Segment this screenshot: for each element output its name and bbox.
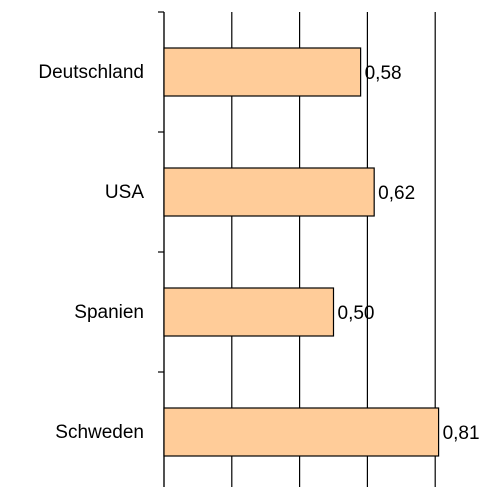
y-tick-label: USA xyxy=(105,182,144,203)
data-label: 0,62 xyxy=(378,183,415,204)
data-label: 0,81 xyxy=(443,423,480,444)
bar xyxy=(163,287,335,337)
y-tick-label: Schweden xyxy=(55,422,144,443)
bar xyxy=(163,407,440,457)
y-tick-label: Deutschland xyxy=(38,62,144,83)
data-label: 0,58 xyxy=(365,63,402,84)
y-tick-label: Spanien xyxy=(74,302,144,323)
bar xyxy=(163,47,362,97)
data-label: 0,50 xyxy=(338,303,375,324)
bar xyxy=(163,167,375,217)
